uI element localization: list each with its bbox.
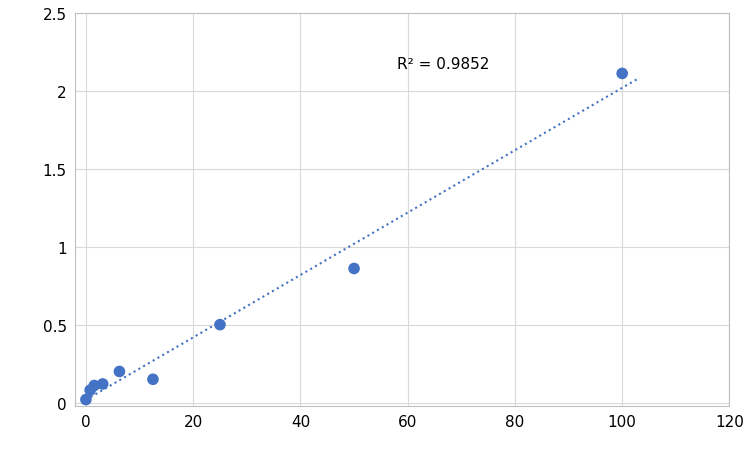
- Point: [348, 265, 360, 272]
- Point: [114, 368, 126, 375]
- Point: [97, 381, 109, 388]
- Point: [88, 382, 100, 389]
- Point: [84, 387, 96, 394]
- Text: R² = 0.9852: R² = 0.9852: [397, 57, 490, 72]
- Point: [214, 321, 226, 328]
- Point: [80, 396, 92, 403]
- Point: [147, 376, 159, 383]
- Point: [616, 71, 628, 78]
